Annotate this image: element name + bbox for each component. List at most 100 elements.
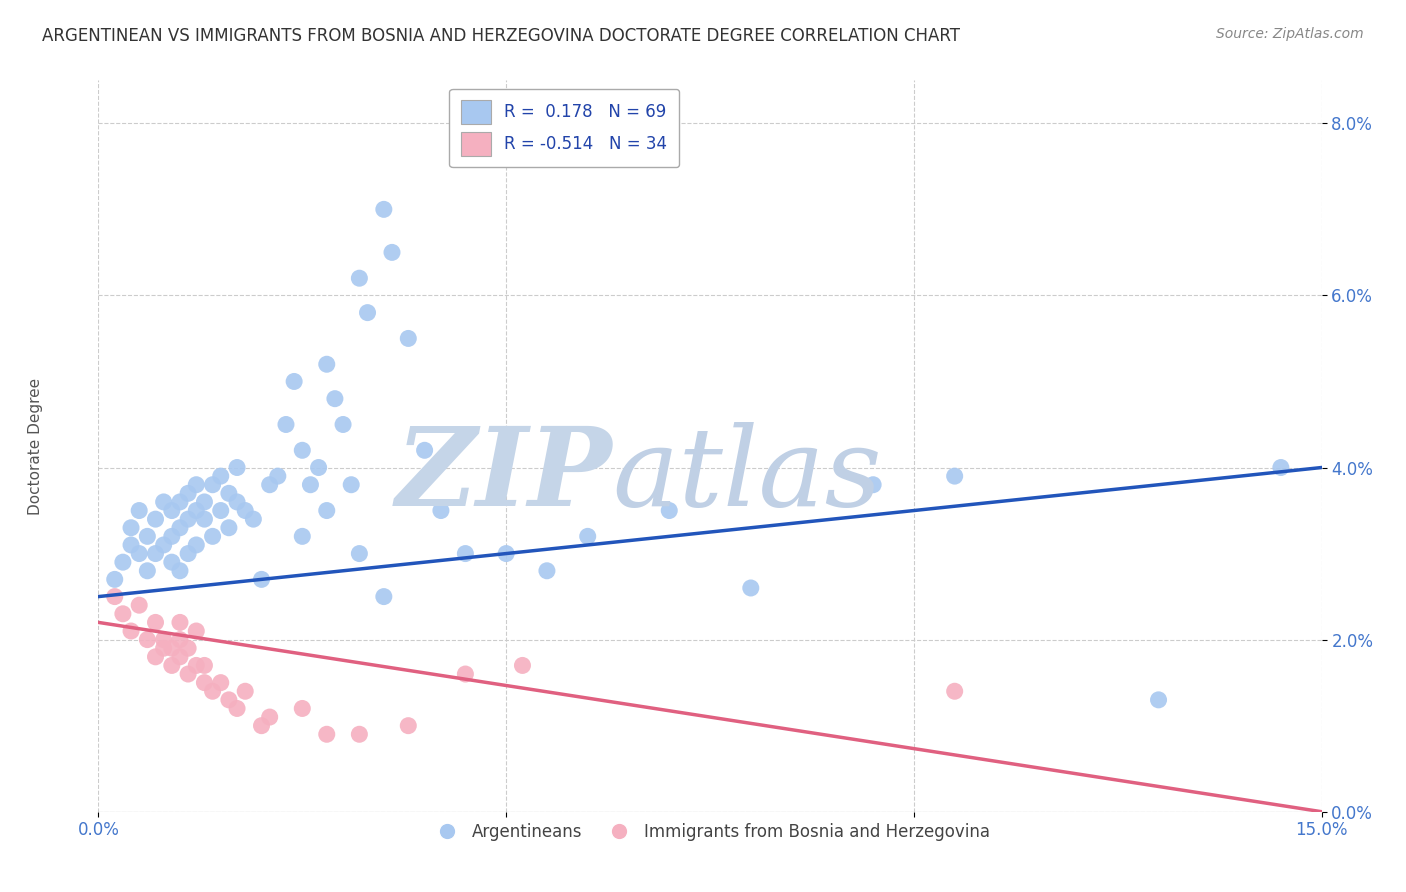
Point [128,547,150,561]
Point [160,503,183,517]
Point [120,521,142,535]
Point [356,305,378,319]
Point [536,564,558,578]
Point [373,590,395,604]
Point [104,573,127,587]
Point [145,649,167,664]
Point [259,710,281,724]
Point [193,512,215,526]
Point [495,547,517,561]
Point [381,245,404,260]
Point [193,495,215,509]
Point [430,503,453,517]
Point [396,331,419,345]
Point [267,469,290,483]
Point [250,573,273,587]
Point [177,486,200,500]
Point [283,375,305,389]
Point [104,590,127,604]
Point [943,684,966,698]
Point [308,460,330,475]
Point [193,658,215,673]
Point [169,632,191,647]
Point [128,598,150,612]
Point [340,477,363,491]
Point [218,521,240,535]
Point [233,503,256,517]
Point [186,658,208,673]
Point [209,469,232,483]
Point [315,357,337,371]
Point [152,632,174,647]
Point [315,727,337,741]
Point [862,477,884,491]
Point [323,392,346,406]
Point [152,538,174,552]
Point [145,512,167,526]
Point [396,719,419,733]
Point [454,667,477,681]
Point [177,547,200,561]
Point [274,417,297,432]
Point [1270,460,1292,475]
Point [658,503,681,517]
Point [242,512,264,526]
Point [111,607,134,621]
Point [120,538,142,552]
Point [169,495,191,509]
Point [160,555,183,569]
Text: ARGENTINEAN VS IMMIGRANTS FROM BOSNIA AND HERZEGOVINA DOCTORATE DEGREE CORRELATI: ARGENTINEAN VS IMMIGRANTS FROM BOSNIA AN… [42,27,960,45]
Point [177,667,200,681]
Point [291,529,314,543]
Text: ZIP: ZIP [395,422,612,529]
Point [186,624,208,638]
Y-axis label: Doctorate Degree: Doctorate Degree [28,377,42,515]
Point [332,417,354,432]
Point [186,538,208,552]
Point [152,495,174,509]
Point [152,641,174,656]
Point [576,529,599,543]
Point [250,719,273,733]
Point [259,477,281,491]
Point [512,658,534,673]
Point [145,547,167,561]
Point [299,477,322,491]
Point [136,564,159,578]
Point [218,693,240,707]
Point [169,649,191,664]
Point [218,486,240,500]
Point [226,701,249,715]
Point [169,521,191,535]
Point [226,495,249,509]
Point [291,443,314,458]
Point [169,615,191,630]
Text: Source: ZipAtlas.com: Source: ZipAtlas.com [1216,27,1364,41]
Point [186,477,208,491]
Point [349,727,371,741]
Point [186,503,208,517]
Point [193,675,215,690]
Point [740,581,762,595]
Point [226,460,249,475]
Point [209,503,232,517]
Point [177,641,200,656]
Point [136,632,159,647]
Point [349,547,371,561]
Point [136,529,159,543]
Point [201,477,224,491]
Point [201,684,224,698]
Point [120,624,142,638]
Point [160,529,183,543]
Point [413,443,436,458]
Point [201,529,224,543]
Text: atlas: atlas [612,422,882,529]
Point [291,701,314,715]
Point [160,641,183,656]
Point [315,503,337,517]
Point [349,271,371,285]
Point [943,469,966,483]
Point [209,675,232,690]
Point [160,658,183,673]
Point [169,564,191,578]
